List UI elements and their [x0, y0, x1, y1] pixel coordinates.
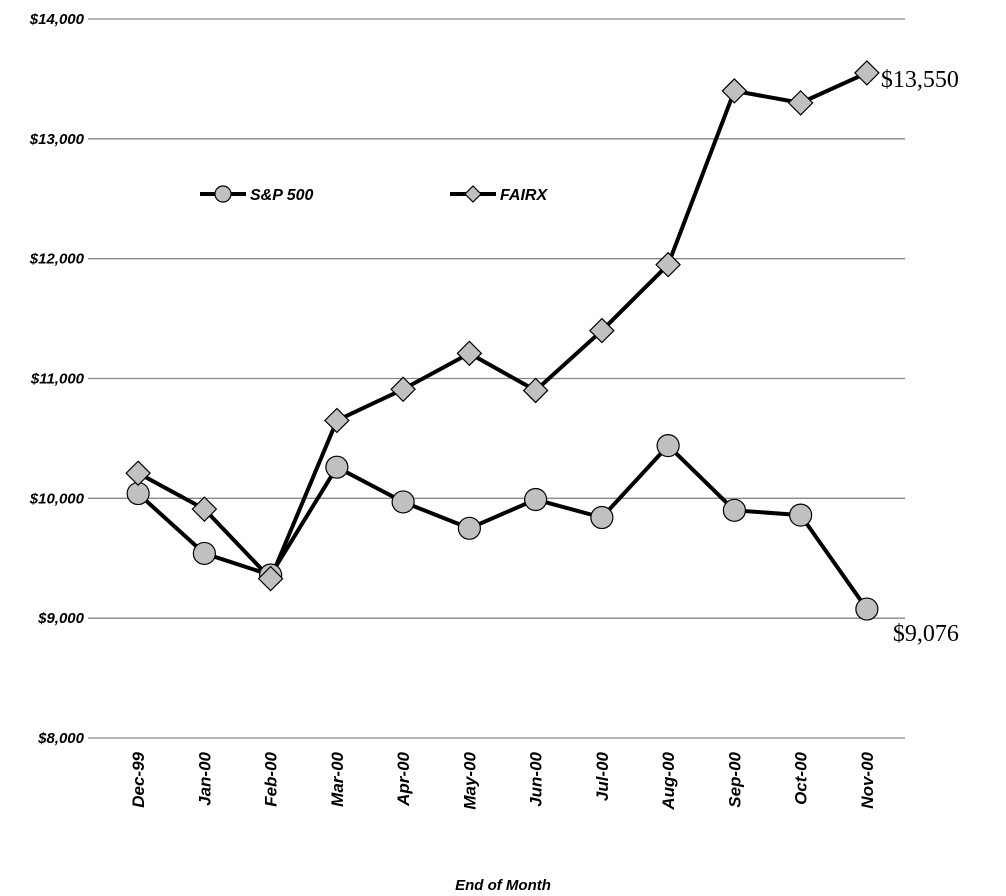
series-line	[136, 443, 869, 611]
data-point	[787, 90, 814, 116]
legend-marker	[214, 185, 232, 203]
data-point	[125, 460, 151, 487]
x-tick-label: Aug-00	[659, 751, 678, 810]
y-tick-label: $14,000	[29, 11, 85, 28]
x-axis-title: End of Month	[455, 877, 551, 894]
data-point	[589, 317, 615, 344]
data-point	[191, 496, 218, 522]
data-point	[325, 455, 349, 479]
data-point	[855, 597, 879, 621]
data-point	[721, 78, 748, 104]
x-tick-label: Mar-00	[328, 751, 347, 806]
legend-label: FAIRX	[500, 187, 548, 204]
data-point	[324, 407, 350, 434]
y-tick-label: $9,000	[37, 610, 85, 627]
y-tick-label: $12,000	[29, 251, 85, 268]
x-tick-label: May-00	[460, 751, 479, 809]
data-point	[722, 498, 746, 522]
x-tick-label: Jan-00	[195, 751, 214, 805]
x-tick-label: Jul-00	[593, 751, 612, 801]
legend-marker	[464, 185, 482, 203]
y-tick-label: $11,000	[30, 371, 85, 388]
x-tick-label: Apr-00	[394, 751, 413, 806]
x-tick-label: Nov-00	[858, 751, 877, 808]
x-tick-label: Jun-00	[527, 751, 546, 806]
data-point	[655, 251, 681, 278]
value-label: $9,076	[893, 621, 959, 647]
x-tick-label: Sep-00	[725, 751, 744, 807]
legend-label: S&P 500	[250, 187, 314, 204]
data-point	[456, 340, 483, 367]
x-tick-label: Feb-00	[262, 751, 281, 806]
y-tick-label: $13,000	[29, 131, 85, 148]
x-tick-label: Dec-99	[129, 751, 148, 807]
data-point	[524, 487, 548, 512]
y-tick-label: $10,000	[29, 490, 85, 507]
data-point	[391, 490, 415, 514]
y-tick-label: $8,000	[37, 730, 85, 747]
data-point	[789, 503, 813, 527]
value-label: $13,550	[881, 67, 959, 93]
data-point	[457, 516, 481, 540]
data-point	[854, 60, 880, 86]
data-point	[192, 541, 216, 566]
data-point	[257, 565, 284, 592]
data-point	[522, 377, 549, 404]
x-tick-label: Oct-00	[792, 751, 811, 804]
series-line	[137, 71, 868, 581]
data-point	[590, 505, 614, 530]
data-point	[656, 434, 680, 458]
data-point	[390, 376, 416, 403]
